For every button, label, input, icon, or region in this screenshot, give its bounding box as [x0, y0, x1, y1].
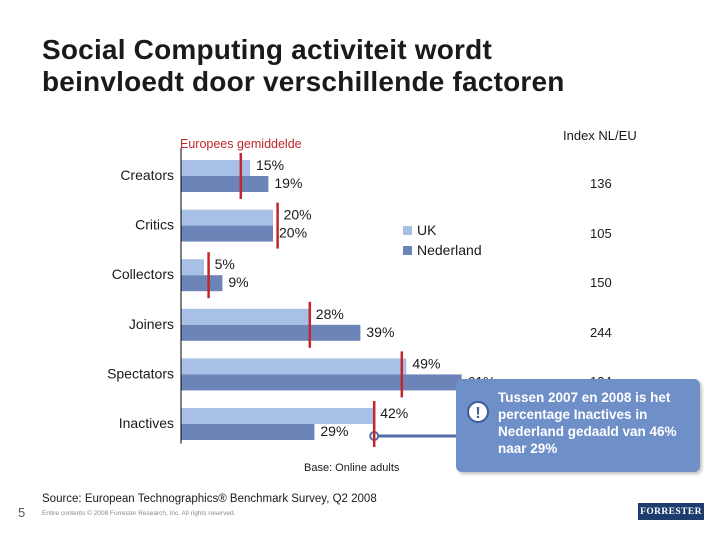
bar-nederland-inactives — [181, 424, 315, 440]
value-label-uk-collectors: 5% — [215, 256, 235, 272]
bar-uk-critics — [181, 209, 273, 226]
category-label-critics: Critics — [135, 217, 174, 233]
legend-swatch-uk — [403, 225, 412, 235]
bar-uk-joiners — [181, 308, 310, 325]
title-line-1: Social Computing activiteit wordt — [42, 34, 492, 65]
category-label-collectors: Collectors — [112, 266, 174, 282]
page-title: Social Computing activiteit wordt beinvl… — [42, 34, 565, 98]
bar-uk-collectors — [181, 259, 204, 276]
category-label-spectators: Spectators — [107, 365, 174, 381]
legend-item-nederland: Nederland — [403, 240, 482, 260]
category-label-creators: Creators — [120, 167, 174, 183]
value-label-nederland-joiners: 39% — [366, 324, 394, 340]
slide-number: 5 — [18, 505, 26, 520]
value-label-nederland-inactives: 29% — [320, 423, 348, 439]
callout-box: ! Tussen 2007 en 2008 is het percentage … — [456, 379, 700, 472]
value-label-nederland-critics: 20% — [279, 225, 307, 241]
legend-label-nederland: Nederland — [417, 242, 482, 258]
value-label-uk-creators: 15% — [256, 157, 284, 173]
forrester-logo: FORRESTER — [638, 503, 704, 520]
index-value-collectors: 150 — [590, 275, 612, 291]
exclamation-icon: ! — [467, 401, 489, 423]
value-label-uk-joiners: 28% — [316, 306, 344, 322]
bar-nederland-spectators — [181, 374, 462, 391]
bar-nederland-joiners — [181, 324, 361, 341]
bar-nederland-critics — [181, 225, 273, 242]
bar-nederland-creators — [181, 176, 269, 192]
legend-item-uk: UK — [403, 220, 482, 240]
index-value-creators: 136 — [590, 176, 612, 191]
base-note: Base: Online adults — [304, 462, 400, 474]
bar-nederland-collectors — [181, 275, 223, 292]
bar-uk-inactives — [181, 408, 375, 424]
value-label-uk-inactives: 42% — [380, 405, 408, 421]
copyright-note: Entire contents © 2008 Forrester Researc… — [42, 510, 236, 517]
legend-swatch-nederland — [403, 245, 412, 255]
chart-legend: UK Nederland — [403, 220, 482, 260]
category-label-joiners: Joiners — [129, 316, 174, 332]
bar-uk-spectators — [181, 358, 407, 375]
source-note: Source: European Technographics® Benchma… — [42, 493, 377, 505]
european-average-label: Europees gemiddelde — [180, 137, 302, 151]
index-value-critics: 105 — [590, 225, 612, 241]
value-label-nederland-creators: 19% — [274, 175, 302, 191]
category-label-inactives: Inactives — [119, 415, 174, 431]
value-label-nederland-collectors: 9% — [228, 274, 248, 290]
bar-uk-creators — [181, 160, 250, 176]
index-title: Index NL/EU — [563, 128, 637, 143]
value-label-uk-spectators: 49% — [412, 355, 440, 371]
title-line-2: beinvloedt door verschillende factoren — [42, 66, 565, 97]
value-label-uk-critics: 20% — [284, 207, 312, 223]
index-value-joiners: 244 — [590, 324, 612, 340]
legend-label-uk: UK — [417, 222, 437, 238]
callout-text: Tussen 2007 en 2008 is het percentage In… — [498, 390, 677, 456]
